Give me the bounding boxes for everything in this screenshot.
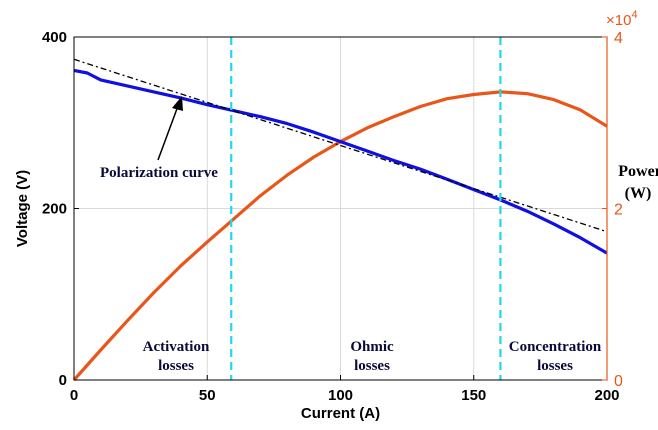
polarization-curve-annotation: Polarization curve bbox=[100, 165, 218, 181]
curves-layer bbox=[72, 37, 608, 382]
right-axis-exponent-power: 4 bbox=[631, 9, 637, 21]
ohmic-losses-label-line2: losses bbox=[354, 358, 390, 374]
x-tick-label: 100 bbox=[328, 387, 353, 404]
x-tick-label: 0 bbox=[70, 387, 78, 404]
y-axis-right-label-line2: (W) bbox=[625, 185, 652, 202]
x-tick-label: 200 bbox=[594, 387, 619, 404]
y-left-tick-label: 0 bbox=[59, 372, 67, 389]
x-tick-label: 50 bbox=[199, 387, 216, 404]
polarization-curve-line bbox=[73, 68, 608, 255]
polarization-curve-arrowhead bbox=[172, 96, 183, 111]
concentration-losses-label-line2: losses bbox=[537, 358, 573, 374]
activation-losses-label-line1: Activation bbox=[143, 339, 210, 355]
right-axis-exponent: ×104 bbox=[606, 9, 638, 29]
y-right-tick-label: 4 bbox=[614, 30, 623, 47]
y-axis-left-label: Voltage (V) bbox=[14, 170, 31, 247]
y-right-tick-label: 0 bbox=[614, 373, 623, 390]
y-left-tick-label: 200 bbox=[42, 201, 67, 218]
x-tick-label: 150 bbox=[461, 387, 486, 404]
x-axis-label: Current (A) bbox=[301, 405, 380, 422]
concentration-losses-label-line1: Concentration bbox=[509, 339, 602, 355]
activation-losses-label-line2: losses bbox=[158, 358, 194, 374]
ohmic-losses-label-line1: Ohmic bbox=[350, 339, 394, 355]
right-axis-exponent-base: ×10 bbox=[606, 12, 631, 29]
y-axis-right-label-line1: Power bbox=[618, 163, 658, 180]
y-right-tick-label: 2 bbox=[614, 202, 623, 219]
polarization-curve-arrow bbox=[157, 105, 179, 161]
grid-lines bbox=[74, 37, 607, 380]
ohmic-linear-fit-line bbox=[73, 58, 608, 233]
y-left-tick-label: 400 bbox=[42, 29, 67, 46]
